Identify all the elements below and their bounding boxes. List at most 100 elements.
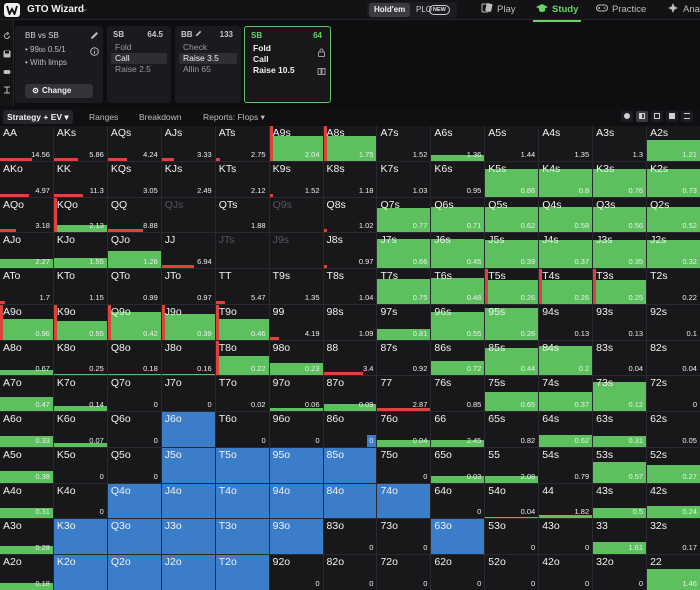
hand-cell-98o[interactable]: 98o 0.23 bbox=[269, 340, 323, 376]
lock-icon[interactable] bbox=[317, 48, 326, 57]
hand-cell-q3o[interactable]: Q3o bbox=[107, 519, 161, 555]
hand-cell-q4s[interactable]: Q4s 0.58 bbox=[539, 197, 593, 233]
hand-cell-43o[interactable]: 43o 0 bbox=[539, 519, 593, 555]
hand-cell-q9o[interactable]: Q9o 0.42 bbox=[107, 304, 161, 340]
tab-ranges[interactable]: Ranges bbox=[89, 112, 119, 122]
hand-cell-a9o[interactable]: A9o 0.96 bbox=[0, 304, 53, 340]
hand-cell-j2o[interactable]: J2o bbox=[161, 555, 215, 590]
align-icon[interactable] bbox=[3, 86, 11, 94]
nav-practice[interactable]: Practice bbox=[596, 2, 646, 18]
hand-cell-54s[interactable]: 54s 0.79 bbox=[539, 447, 593, 483]
nav-analyze[interactable]: Ana bbox=[667, 2, 700, 18]
hand-cell-a2o[interactable]: A2o 0.18 bbox=[0, 555, 53, 590]
hand-cell-44[interactable]: 44 1.82 bbox=[539, 483, 593, 519]
hand-cell-q8o[interactable]: Q8o 0.18 bbox=[107, 340, 161, 376]
player-card-sb[interactable]: SB 64.5 Fold Call Raise 2.5 bbox=[107, 26, 171, 103]
hand-cell-q2o[interactable]: Q2o bbox=[107, 555, 161, 590]
hand-cell-k8s[interactable]: K8s 1.18 bbox=[323, 161, 377, 197]
hand-cell-53s[interactable]: 53s 0.57 bbox=[593, 447, 647, 483]
hand-cell-jts[interactable]: JTs bbox=[215, 233, 269, 269]
hand-cell-j8s[interactable]: J8s 0.97 bbox=[323, 233, 377, 269]
pencil-icon[interactable] bbox=[90, 31, 99, 40]
hand-cell-72s[interactable]: 72s 0 bbox=[647, 376, 700, 412]
action-fold[interactable]: Fold bbox=[253, 43, 271, 53]
hand-cell-a5o[interactable]: A5o 0.38 bbox=[0, 447, 53, 483]
hand-cell-72o[interactable]: 72o 0 bbox=[377, 555, 431, 590]
nav-play[interactable]: Play bbox=[481, 2, 515, 18]
hand-cell-qjs[interactable]: QJs bbox=[161, 197, 215, 233]
hand-cell-87s[interactable]: 87s 0.92 bbox=[377, 340, 431, 376]
hand-cell-ato[interactable]: ATo 1.7 bbox=[0, 269, 53, 304]
hand-cell-84s[interactable]: 84s 0.2 bbox=[539, 340, 593, 376]
action-call[interactable]: Call bbox=[111, 53, 167, 64]
hand-cell-q5s[interactable]: Q5s 0.62 bbox=[485, 197, 539, 233]
holdem-tab[interactable]: Hold'em bbox=[369, 3, 411, 17]
hand-cell-94o[interactable]: 94o bbox=[269, 483, 323, 519]
hand-cell-tt[interactable]: TT 5.47 bbox=[215, 269, 269, 304]
hand-cell-t2s[interactable]: T2s 0.22 bbox=[647, 269, 700, 304]
tab-breakdown[interactable]: Breakdown bbox=[139, 112, 182, 122]
hand-cell-t5s[interactable]: T5s 0.26 bbox=[485, 269, 539, 304]
hand-cell-k2s[interactable]: K2s 0.73 bbox=[647, 161, 700, 197]
hand-cell-a8o[interactable]: A8o 0.67 bbox=[0, 340, 53, 376]
hand-cell-t6o[interactable]: T6o 0 bbox=[215, 412, 269, 447]
hand-cell-a2s[interactable]: A2s 1.21 bbox=[647, 126, 700, 161]
hand-cell-62o[interactable]: 62o 0 bbox=[431, 555, 485, 590]
info-icon[interactable] bbox=[90, 47, 99, 56]
hand-cell-k8o[interactable]: K8o 0.25 bbox=[53, 340, 107, 376]
change-button[interactable]: Change bbox=[25, 84, 93, 98]
hand-cell-t5o[interactable]: T5o bbox=[215, 447, 269, 483]
tab-strategy-ev[interactable]: Strategy + EV ▾ bbox=[3, 110, 73, 124]
hand-cell-32o[interactable]: 32o 0 bbox=[593, 555, 647, 590]
hand-cell-97o[interactable]: 97o 0.06 bbox=[269, 376, 323, 412]
hand-cell-42s[interactable]: 42s 0.24 bbox=[647, 483, 700, 519]
hand-cell-86o[interactable]: 86o 0 bbox=[323, 412, 377, 447]
controller-icon[interactable] bbox=[3, 68, 11, 76]
hand-cell-k6o[interactable]: K6o 0.07 bbox=[53, 412, 107, 447]
hand-cell-k2o[interactable]: K2o bbox=[53, 555, 107, 590]
view-list-button[interactable] bbox=[681, 111, 693, 122]
hand-cell-q7o[interactable]: Q7o 0 bbox=[107, 376, 161, 412]
hand-cell-kts[interactable]: KTs 2.12 bbox=[215, 161, 269, 197]
hand-cell-ats[interactable]: ATs 2.75 bbox=[215, 126, 269, 161]
view-pie-button[interactable] bbox=[621, 111, 633, 122]
hand-cell-64s[interactable]: 64s 0.62 bbox=[539, 412, 593, 447]
hand-cell-ako[interactable]: AKo 4.97 bbox=[0, 161, 53, 197]
hand-cell-q8s[interactable]: Q8s 1.02 bbox=[323, 197, 377, 233]
hand-cell-43s[interactable]: 43s 0.5 bbox=[593, 483, 647, 519]
hand-cell-k3o[interactable]: K3o bbox=[53, 519, 107, 555]
hand-cell-k5s[interactable]: K5s 0.86 bbox=[485, 161, 539, 197]
hand-cell-t7s[interactable]: T7s 0.75 bbox=[377, 269, 431, 304]
hand-cell-73o[interactable]: 73o 0 bbox=[377, 519, 431, 555]
hand-cell-66[interactable]: 66 2.45 bbox=[431, 412, 485, 447]
hand-cell-65o[interactable]: 65o 0.03 bbox=[431, 447, 485, 483]
hand-cell-42o[interactable]: 42o 0 bbox=[539, 555, 593, 590]
pencil-icon[interactable] bbox=[195, 30, 202, 37]
hand-cell-j7o[interactable]: J7o 0 bbox=[161, 376, 215, 412]
hand-cell-52s[interactable]: 52s 0.27 bbox=[647, 447, 700, 483]
hand-cell-a9s[interactable]: A9s 2.04 bbox=[269, 126, 323, 161]
player-card-sb-active[interactable]: SB 64 Fold Call Raise 10.5 bbox=[244, 26, 331, 103]
hand-cell-q3s[interactable]: Q3s 0.56 bbox=[593, 197, 647, 233]
hand-cell-82s[interactable]: 82s 0.04 bbox=[647, 340, 700, 376]
action-raise[interactable]: Raise 10.5 bbox=[253, 65, 295, 75]
hand-cell-65s[interactable]: 65s 0.82 bbox=[485, 412, 539, 447]
hand-cell-a7s[interactable]: A7s 1.52 bbox=[377, 126, 431, 161]
hand-cell-aks[interactable]: AKs 5.86 bbox=[53, 126, 107, 161]
hand-cell-73s[interactable]: 73s 0.12 bbox=[593, 376, 647, 412]
view-split-button[interactable] bbox=[636, 111, 648, 122]
hand-cell-t4s[interactable]: T4s 0.26 bbox=[539, 269, 593, 304]
hand-cell-a5s[interactable]: A5s 1.44 bbox=[485, 126, 539, 161]
hand-cell-t4o[interactable]: T4o bbox=[215, 483, 269, 519]
hand-cell-94s[interactable]: 94s 0.13 bbox=[539, 304, 593, 340]
hand-cell-j4s[interactable]: J4s 0.37 bbox=[539, 233, 593, 269]
hand-cell-t6s[interactable]: T6s 0.48 bbox=[431, 269, 485, 304]
hand-cell-k4s[interactable]: K4s 0.8 bbox=[539, 161, 593, 197]
hand-cell-74o[interactable]: 74o bbox=[377, 483, 431, 519]
action-call[interactable]: Call bbox=[253, 54, 269, 64]
hand-cell-q7s[interactable]: Q7s 0.77 bbox=[377, 197, 431, 233]
plo-tab[interactable]: PLO bbox=[416, 5, 433, 14]
hand-cell-64o[interactable]: 64o 0 bbox=[431, 483, 485, 519]
hand-cell-95s[interactable]: 95s 0.26 bbox=[485, 304, 539, 340]
hand-cell-a4o[interactable]: A4o 0.31 bbox=[0, 483, 53, 519]
